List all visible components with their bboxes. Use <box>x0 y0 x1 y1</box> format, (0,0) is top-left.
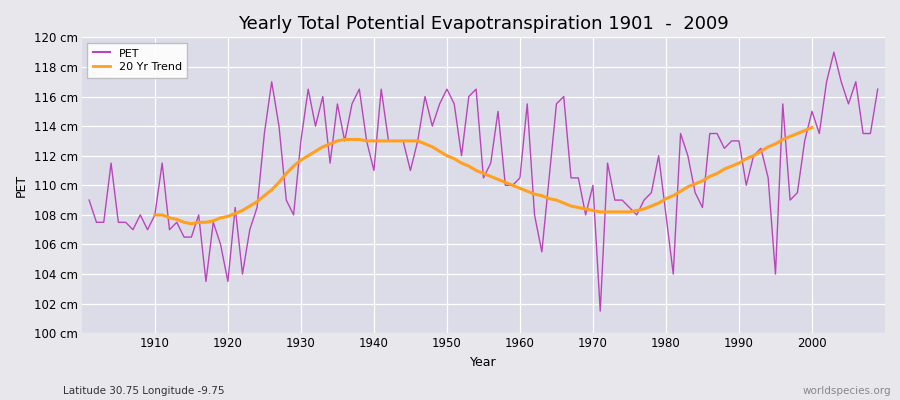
Legend: PET, 20 Yr Trend: PET, 20 Yr Trend <box>87 43 187 78</box>
Title: Yearly Total Potential Evapotranspiration 1901  -  2009: Yearly Total Potential Evapotranspiratio… <box>238 15 729 33</box>
X-axis label: Year: Year <box>470 356 497 369</box>
Y-axis label: PET: PET <box>15 174 28 197</box>
Text: Latitude 30.75 Longitude -9.75: Latitude 30.75 Longitude -9.75 <box>63 386 224 396</box>
Text: worldspecies.org: worldspecies.org <box>803 386 891 396</box>
